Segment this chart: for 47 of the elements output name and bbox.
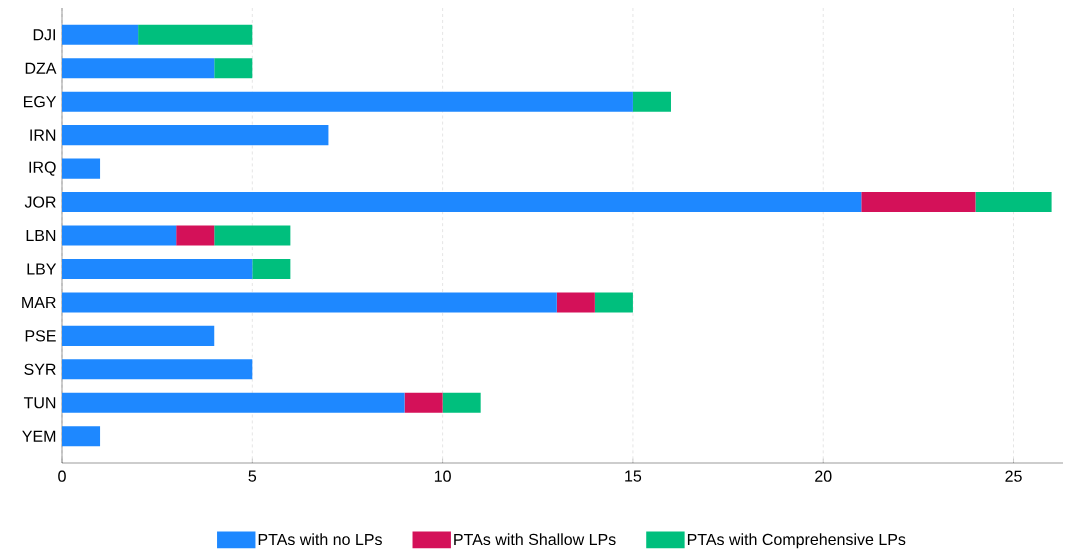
bar <box>861 192 976 213</box>
y-tick-label: IRN <box>30 129 56 141</box>
bar <box>62 292 557 313</box>
x-tick-label: 25 <box>1005 470 1022 482</box>
bar <box>62 24 139 45</box>
y-tick-label: TUN <box>23 397 56 409</box>
y-tick-label: SYR <box>24 363 56 375</box>
legend-label: PTAs with no LPs <box>258 533 382 546</box>
legend-label: PTAs with Comprehensive LPs <box>687 533 906 549</box>
x-tick-label: 20 <box>815 470 832 482</box>
y-tick-label: DJI <box>33 29 55 41</box>
bar <box>62 192 862 213</box>
y-tick-label: LBN <box>26 229 56 242</box>
y-tick-label: EGY <box>23 96 57 108</box>
y-tick-label: DZA <box>25 62 57 74</box>
bar <box>214 225 291 246</box>
x-tick-label: 15 <box>625 470 642 482</box>
y-tick-label: MAR <box>22 296 56 308</box>
bar <box>404 392 443 413</box>
y-tick-label: IRQ <box>29 161 56 176</box>
bar <box>62 158 101 179</box>
bar <box>214 58 253 79</box>
bar <box>62 359 253 380</box>
bar <box>556 292 595 313</box>
x-tick-label: 0 <box>58 470 66 482</box>
x-tick-label: 5 <box>248 470 257 482</box>
bar <box>176 225 215 246</box>
x-tick-label: 10 <box>434 470 451 482</box>
bar <box>975 192 1052 213</box>
bar <box>138 24 253 45</box>
y-tick-label: LBY <box>27 263 57 275</box>
legend-label: PTAs with Shallow LPs <box>454 533 616 546</box>
bar <box>62 325 215 346</box>
bar <box>62 125 329 146</box>
bar <box>62 426 101 447</box>
bar <box>632 91 671 112</box>
y-tick-label: YEM <box>22 430 56 442</box>
bar <box>62 225 177 246</box>
bar <box>62 58 215 79</box>
bar <box>594 292 633 313</box>
bar <box>442 392 481 413</box>
bar <box>252 258 291 279</box>
bar <box>62 91 633 112</box>
y-tick-label: PSE <box>25 330 56 342</box>
y-tick-label: JOR <box>24 196 56 208</box>
bar <box>62 258 253 279</box>
bar <box>62 392 405 413</box>
